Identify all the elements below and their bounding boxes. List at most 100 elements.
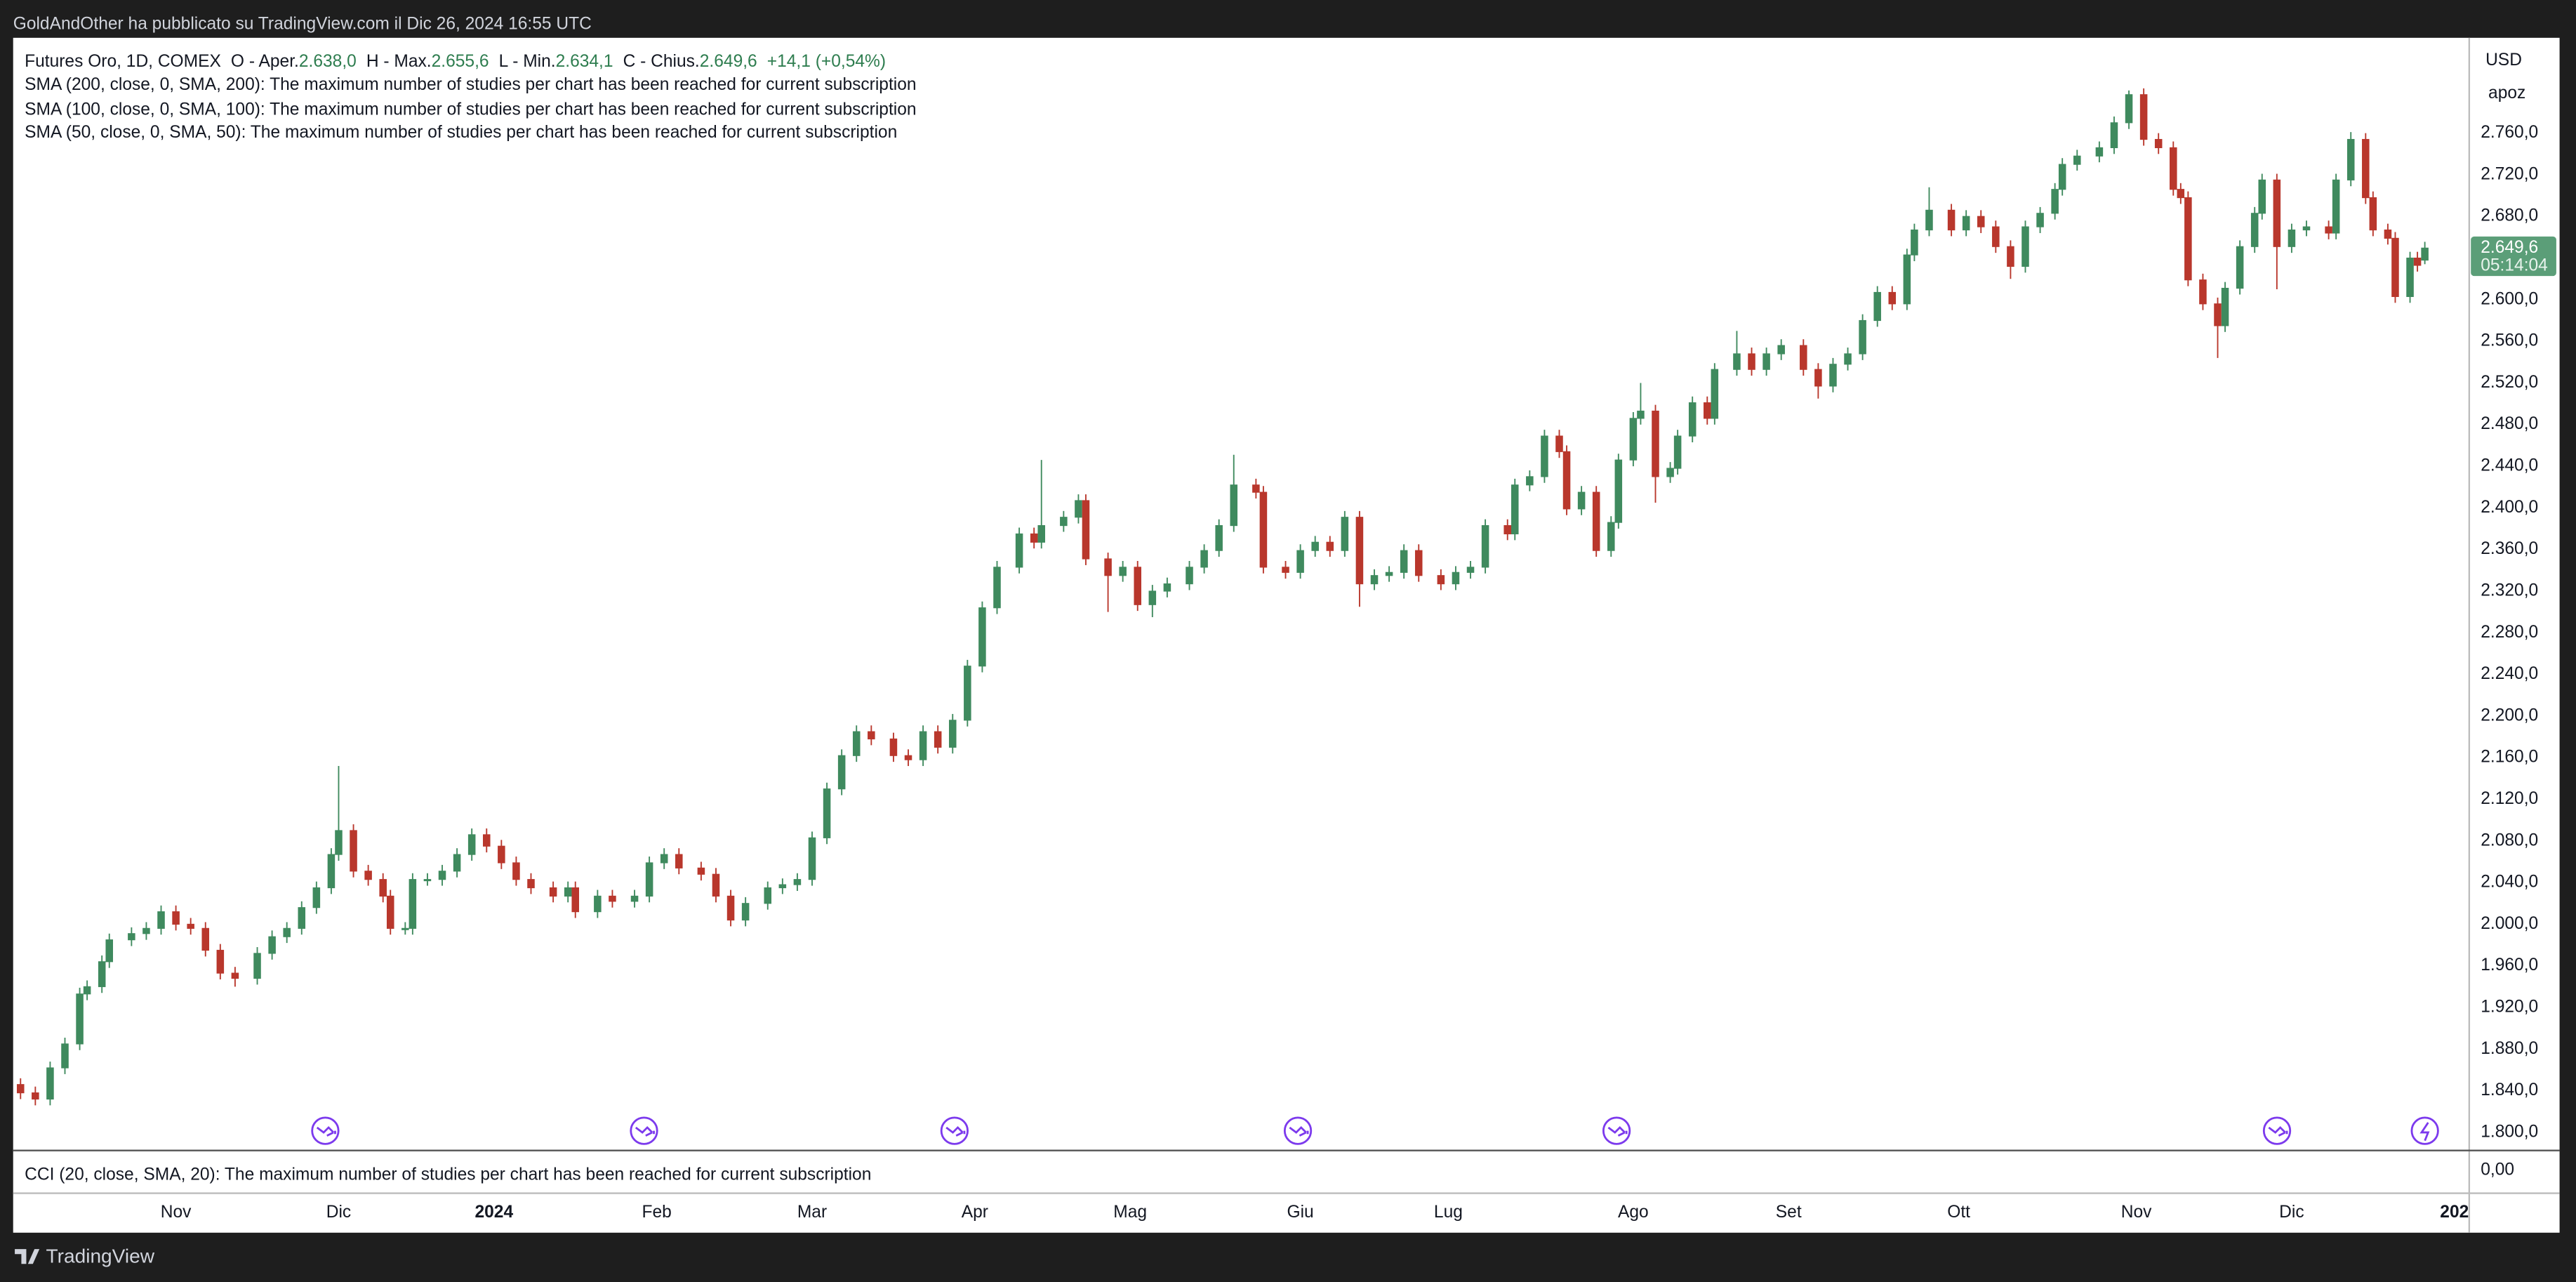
x-tick-label: Mar: [797, 1203, 827, 1222]
candle-body: [1673, 435, 1682, 469]
candle-body: [1400, 550, 1408, 573]
candles: [16, 88, 2429, 1106]
candle-body: [741, 903, 750, 921]
candle-body: [1104, 558, 1112, 576]
candle-body: [1370, 575, 1379, 585]
candle-body: [105, 939, 114, 963]
candle-body: [564, 887, 572, 897]
candle-body: [1607, 522, 1615, 551]
candle-body: [253, 953, 261, 979]
candle-body: [2051, 189, 2059, 214]
candle-body: [793, 879, 802, 885]
ohlc-value: 2.634,1: [556, 52, 613, 71]
y-tick-label: 2.240,0: [2481, 664, 2538, 683]
y-tick-label: 1.800,0: [2481, 1122, 2538, 1141]
y-tick-label: 2.360,0: [2481, 539, 2538, 558]
candle-body: [46, 1067, 54, 1100]
candle-body: [2406, 257, 2414, 297]
candle-body: [993, 567, 1001, 609]
candle-body: [498, 845, 505, 864]
candle-body: [312, 887, 321, 908]
candle-body: [1704, 402, 1711, 419]
event-icon[interactable]: [2410, 1116, 2439, 1145]
candle-body: [1326, 541, 1334, 551]
candle-body: [2170, 147, 2177, 190]
icon-glyph: [1607, 1125, 1628, 1137]
candle-body: [32, 1092, 39, 1100]
candle-body: [1947, 209, 1956, 231]
candle-body: [1037, 524, 1045, 543]
candle-body: [1252, 484, 1260, 493]
candle-body: [2258, 179, 2266, 214]
candle-body: [2073, 155, 2081, 165]
candle-body: [201, 927, 210, 951]
y-tick-label: 2.280,0: [2481, 623, 2538, 642]
candle-body: [1119, 567, 1127, 576]
candle-body: [268, 936, 276, 954]
candle-body: [1903, 254, 1911, 305]
candle-body: [2413, 257, 2422, 266]
candle-body: [1711, 369, 1719, 419]
study-notice: SMA (50, close, 0, SMA, 50): The maximum…: [25, 123, 897, 142]
candle-body: [978, 607, 986, 667]
candle-body: [1629, 418, 1638, 461]
candle-body: [1562, 451, 1571, 510]
candle-body: [2302, 226, 2311, 231]
candle-body: [837, 755, 846, 790]
candle-body: [1814, 369, 1822, 387]
candle-body: [1652, 410, 1659, 477]
cci-notice: CCI (20, close, SMA, 20): The maximum nu…: [25, 1165, 871, 1184]
candle-body: [1341, 517, 1349, 551]
candle-body: [594, 895, 602, 913]
candle-body: [1777, 345, 1785, 355]
candle-body: [1355, 517, 1364, 585]
candle-body: [453, 854, 461, 872]
last-price-box: [2471, 236, 2556, 277]
candle-body: [764, 887, 772, 904]
ohlc-value: 2.649,6: [700, 52, 757, 71]
candle-body: [157, 911, 165, 929]
cci-axis-label: 0,00: [2481, 1160, 2514, 1179]
candle-body: [1452, 571, 1460, 585]
candle-body: [423, 879, 432, 882]
ohlc-label: L - Min.: [499, 52, 556, 71]
candle-body: [2384, 229, 2392, 239]
candle-body: [2139, 94, 2148, 140]
candle-body: [823, 788, 831, 838]
change: +14,1 (+0,54%): [767, 52, 886, 71]
candle-body: [697, 867, 705, 875]
candle-body: [298, 907, 306, 929]
y-tick-label: 2.480,0: [2481, 414, 2538, 433]
candle-body: [1555, 435, 1563, 452]
icon-glyph: [2268, 1125, 2288, 1137]
candle-body: [2177, 189, 2185, 199]
candle-body: [1148, 590, 1157, 605]
candle-body: [675, 854, 683, 868]
candle-body: [2421, 247, 2429, 261]
ohlc-value: 2.655,6: [432, 52, 489, 71]
candle-body: [1592, 491, 1600, 551]
x-tick-label: Giu: [1287, 1203, 1313, 1222]
candle-body: [2362, 138, 2370, 199]
candle-body: [2154, 138, 2163, 148]
candle-body: [216, 949, 225, 974]
candle-body: [1762, 353, 1770, 370]
icon-glyph: [1289, 1125, 1309, 1137]
candle-body: [76, 993, 84, 1045]
candle-body: [1200, 550, 1208, 568]
candle-body: [726, 895, 735, 921]
candle-body: [1541, 435, 1548, 477]
candle-body: [187, 923, 194, 929]
candle-body: [1637, 410, 1645, 419]
candle-body: [1075, 500, 1082, 518]
candle-body: [1977, 216, 1985, 227]
candle-body: [142, 927, 150, 934]
candle-body: [1282, 567, 1289, 573]
y-tick-label: 2.040,0: [2481, 873, 2538, 892]
candle-body: [1015, 533, 1023, 568]
candle-body: [2110, 122, 2118, 148]
icon-glyph: [635, 1125, 655, 1137]
x-tick-label: Nov: [161, 1203, 192, 1222]
